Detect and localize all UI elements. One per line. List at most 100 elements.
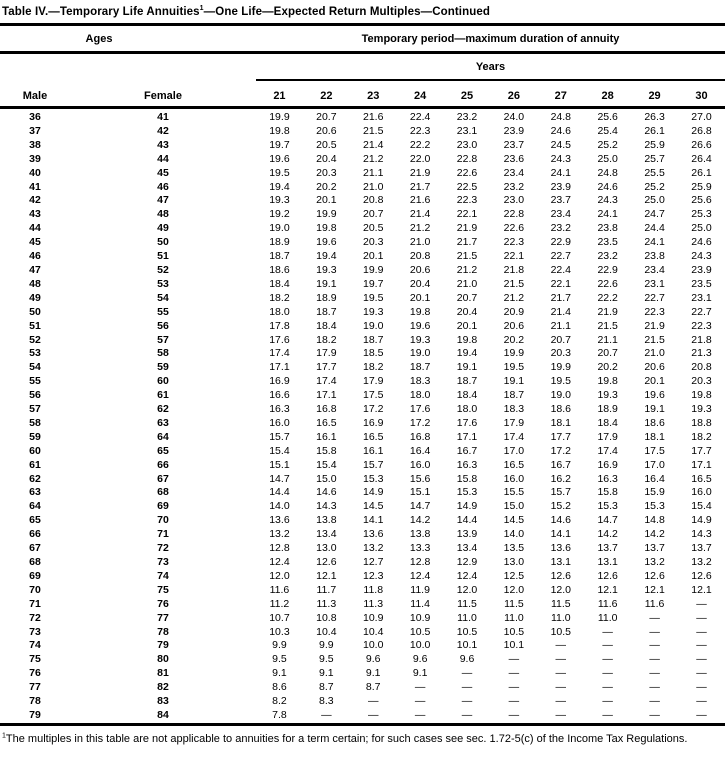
male-age: 70 [29, 583, 41, 596]
multiple-value: 12.4 [269, 556, 290, 568]
multiple-value: 22.3 [691, 319, 712, 332]
female-age: 57 [157, 333, 169, 346]
multiple-value: 20.1 [644, 375, 665, 388]
multiple-value: 23.8 [644, 250, 665, 263]
multiple-value: 12.1 [691, 583, 712, 596]
multiple-value: 22.3 [644, 305, 665, 318]
table-row: 54 59 17.1 17.7 18.2 18.7 19.1 19.5 19.9 20.2 20.6… [0, 361, 725, 375]
multiple-value: 18.7 [363, 333, 384, 346]
multiple-value: 13.8 [409, 528, 431, 541]
multiple-value: 22.9 [550, 236, 571, 249]
years-label: Years [256, 52, 725, 81]
multiple-value: 8.2 [272, 695, 287, 708]
multiple-value: 11.0 [457, 611, 477, 624]
multiple-value: 17.1 [269, 361, 290, 374]
multiple-value: 20.6 [503, 319, 525, 332]
multiple-value: 27.0 [691, 111, 712, 123]
female-age: 76 [157, 597, 169, 610]
male-age: 68 [29, 556, 41, 568]
multiple-value: 15.7 [363, 458, 384, 471]
multiple-value: 17.7 [550, 430, 571, 443]
table-row: 57 62 16.3 16.8 17.2 17.6 18.0 18.3 18.6 18.9 19.1… [0, 403, 725, 417]
multiple-value: — [414, 695, 426, 708]
table-header: Ages Temporary period—maximum duration o… [0, 26, 725, 109]
multiple-value: 24.3 [597, 194, 618, 207]
multiple-value: 22.5 [456, 180, 478, 193]
multiple-value: 22.1 [503, 250, 525, 263]
female-age: 77 [157, 611, 169, 624]
multiple-value: — [649, 653, 660, 666]
multiple-value: 21.0 [409, 236, 431, 249]
male-age: 61 [29, 458, 41, 471]
male-age: 60 [29, 444, 41, 457]
multiple-value: 16.1 [363, 444, 384, 457]
multiple-value: 17.4 [269, 347, 290, 360]
multiple-value: 23.0 [503, 194, 525, 207]
multiple-value: 20.7 [597, 347, 618, 360]
male-age: 41 [29, 180, 41, 193]
multiple-value: 20.9 [503, 305, 525, 318]
multiple-value: 14.4 [269, 486, 290, 499]
multiple-value: 21.5 [503, 277, 525, 290]
table-row: 64 69 14.0 14.3 14.5 14.7 14.9 15.0 15.2 15.3 15.3… [0, 500, 725, 514]
multiple-value: 23.5 [691, 277, 712, 290]
multiple-value: 16.5 [363, 430, 384, 443]
multiple-value: 15.0 [316, 472, 337, 485]
multiple-value: 14.5 [503, 514, 525, 527]
multiple-value: — [555, 708, 567, 721]
multiple-value: 23.4 [503, 166, 525, 179]
multiple-value: 9.6 [459, 653, 475, 666]
multiple-value: 11.4 [410, 597, 430, 610]
multiple-value: 22.7 [691, 305, 712, 318]
multiple-value: 15.3 [597, 500, 618, 513]
multiple-value: 19.0 [409, 347, 431, 360]
multiple-value: 18.7 [503, 389, 525, 402]
multiple-value: — [602, 681, 613, 694]
multiple-value: 18.1 [644, 430, 665, 443]
multiple-value: 19.1 [644, 403, 665, 416]
multiple-value: 11.6 [644, 597, 665, 610]
multiple-value: 17.1 [316, 389, 337, 402]
multiple-value: 21.8 [503, 263, 525, 276]
multiple-value: 12.4 [456, 569, 478, 582]
years-header-row: Years [0, 52, 725, 81]
multiple-value: 13.4 [316, 528, 337, 541]
female-age: 52 [157, 263, 169, 276]
multiple-value: 19.8 [269, 124, 290, 137]
male-age: 79 [29, 708, 41, 721]
multiple-value: — [649, 625, 660, 638]
multiple-value: 23.4 [644, 263, 665, 276]
multiple-value: 14.0 [503, 528, 525, 541]
male-age: 77 [29, 681, 41, 694]
multiple-value: 17.4 [503, 430, 525, 443]
multiple-value: — [367, 695, 379, 708]
multiple-value: 17.1 [691, 458, 712, 471]
multiple-value: 19.4 [456, 347, 478, 360]
multiple-value: 15.8 [316, 444, 337, 457]
female-age: 69 [157, 500, 169, 513]
year-column-header-26: 26 [490, 80, 538, 109]
multiple-value: 15.7 [269, 430, 290, 443]
multiple-value: 25.0 [597, 152, 618, 165]
multiple-value: 18.0 [409, 389, 431, 402]
multiple-value: 24.8 [597, 166, 618, 179]
multiple-value: — [555, 681, 567, 694]
multiple-value: 13.6 [550, 542, 571, 555]
multiple-value: 9.1 [412, 667, 428, 680]
multiple-value: 17.0 [644, 458, 665, 471]
multiple-value: 9.5 [319, 653, 334, 666]
multiple-value: 20.7 [456, 291, 478, 304]
female-age: 53 [157, 277, 169, 290]
female-age: 83 [157, 695, 169, 708]
multiple-value: 20.2 [503, 333, 525, 346]
bottom-rule [0, 722, 725, 726]
multiple-value: 16.0 [409, 458, 431, 471]
female-age: 63 [157, 416, 169, 429]
multiple-value: 24.5 [550, 138, 571, 151]
multiple-value: 13.2 [363, 542, 384, 555]
multiple-value: 18.2 [363, 361, 384, 374]
multiple-value: 18.9 [269, 236, 290, 249]
multiple-value: 19.0 [363, 319, 384, 332]
multiple-value: 19.9 [503, 347, 525, 360]
multiple-value: 19.9 [550, 361, 571, 374]
